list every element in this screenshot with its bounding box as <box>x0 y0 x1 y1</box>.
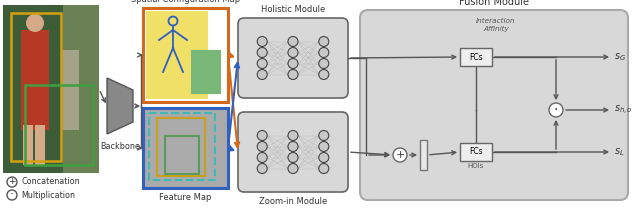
Circle shape <box>319 141 329 152</box>
Bar <box>157 118 205 176</box>
Text: Zoom-in Module: Zoom-in Module <box>259 197 327 206</box>
Bar <box>143 108 228 188</box>
Text: Holistic Module: Holistic Module <box>261 5 325 14</box>
Circle shape <box>257 70 268 80</box>
Text: +: + <box>8 177 16 187</box>
Text: Spatial Configuration Map: Spatial Configuration Map <box>131 0 240 4</box>
Circle shape <box>257 47 268 57</box>
Circle shape <box>549 103 563 117</box>
Bar <box>420 140 427 170</box>
Circle shape <box>288 131 298 141</box>
Circle shape <box>288 59 298 68</box>
Text: Interaction
Affinity: Interaction Affinity <box>476 18 516 32</box>
Circle shape <box>319 47 329 57</box>
Circle shape <box>7 190 17 200</box>
Text: ·: · <box>10 188 14 201</box>
Circle shape <box>319 152 329 163</box>
Text: ·: · <box>554 103 558 117</box>
Circle shape <box>319 36 329 46</box>
Text: $s_G$: $s_G$ <box>614 51 626 63</box>
Bar <box>25 85 93 165</box>
Circle shape <box>319 59 329 68</box>
Circle shape <box>319 163 329 173</box>
Text: FCs: FCs <box>469 53 483 61</box>
FancyBboxPatch shape <box>238 18 348 98</box>
Bar <box>146 11 208 99</box>
Text: $s_{h,o}$: $s_{h,o}$ <box>614 103 633 117</box>
Polygon shape <box>107 78 133 134</box>
Text: FCs: FCs <box>469 148 483 156</box>
Text: Fusion Module: Fusion Module <box>459 0 529 7</box>
Circle shape <box>257 141 268 152</box>
Text: Multiplication: Multiplication <box>21 191 75 199</box>
Bar <box>11 13 61 161</box>
Text: Concatenation: Concatenation <box>21 177 79 187</box>
FancyBboxPatch shape <box>360 10 628 200</box>
Bar <box>35 125 45 165</box>
Circle shape <box>319 70 329 80</box>
Bar <box>149 113 215 180</box>
Bar <box>3 5 99 173</box>
FancyBboxPatch shape <box>238 112 348 192</box>
Bar <box>21 30 49 130</box>
Circle shape <box>288 163 298 173</box>
Circle shape <box>288 36 298 46</box>
Circle shape <box>257 36 268 46</box>
Text: HOIs: HOIs <box>468 163 484 169</box>
Bar <box>23 125 33 165</box>
Text: Feature Map: Feature Map <box>159 193 212 202</box>
Bar <box>61 50 79 130</box>
Bar <box>460 143 492 161</box>
Circle shape <box>288 152 298 163</box>
Text: Backbone: Backbone <box>100 142 140 151</box>
Circle shape <box>288 141 298 152</box>
Circle shape <box>288 47 298 57</box>
Circle shape <box>319 131 329 141</box>
Circle shape <box>257 163 268 173</box>
Circle shape <box>288 70 298 80</box>
Circle shape <box>257 131 268 141</box>
Circle shape <box>257 59 268 68</box>
Circle shape <box>26 14 44 32</box>
Circle shape <box>257 152 268 163</box>
Bar <box>165 136 199 174</box>
Text: $s_L$: $s_L$ <box>614 146 625 158</box>
Bar <box>143 8 228 102</box>
Bar <box>460 48 492 66</box>
Text: +: + <box>396 150 404 160</box>
Circle shape <box>7 177 17 187</box>
Bar <box>63 5 99 173</box>
Bar <box>191 50 221 94</box>
Circle shape <box>393 148 407 162</box>
